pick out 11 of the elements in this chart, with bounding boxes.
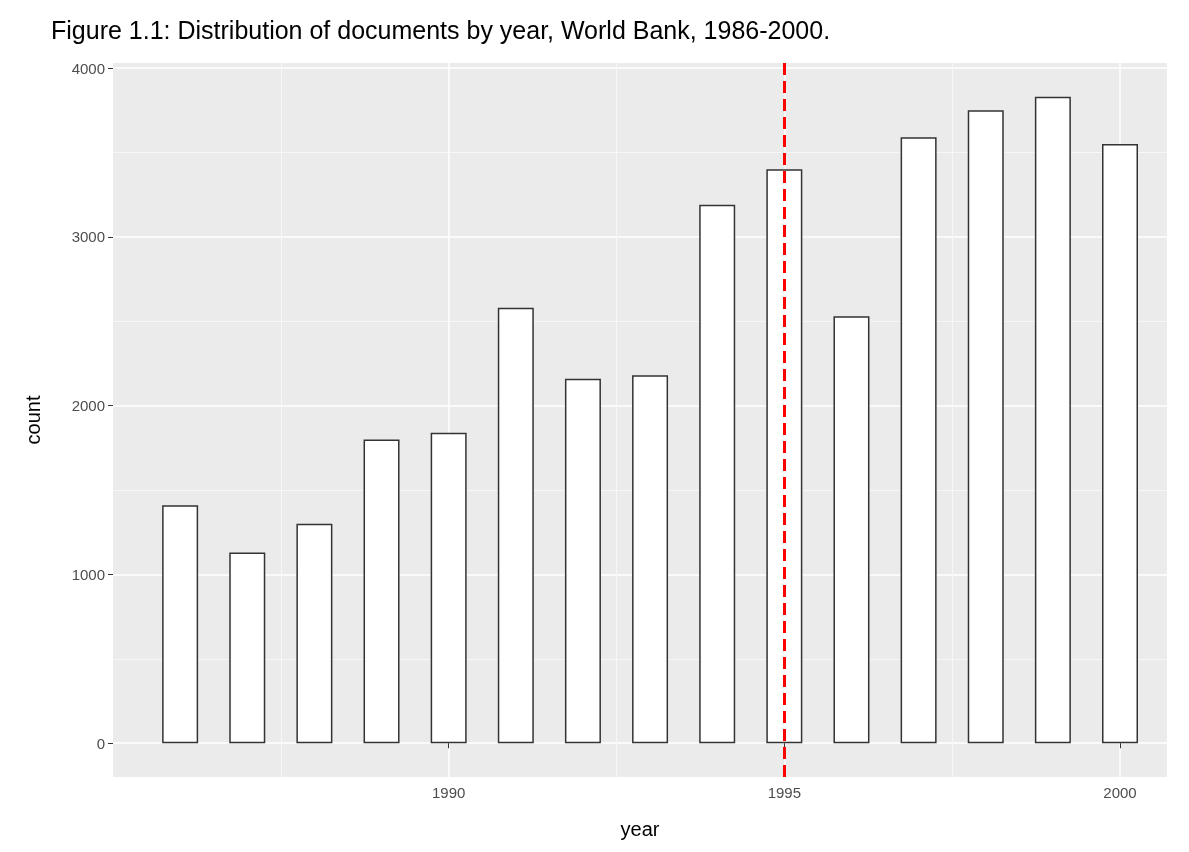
- x-tick-label: 2000: [1103, 784, 1137, 801]
- y-tick-label: 0: [96, 734, 105, 752]
- x-tick-label: 1990: [431, 784, 466, 801]
- y-axis-title: count: [22, 395, 44, 445]
- y-tick-label: 3000: [71, 228, 105, 246]
- y-tick-label: 1000: [71, 565, 105, 583]
- x-tick-label: 1995: [767, 784, 802, 801]
- chart-title: Figure 1.1: Distribution of documents by year, World Bank, 1986-2000.: [51, 15, 831, 44]
- y-tick-label: 4000: [71, 59, 105, 77]
- y-tick-label: 2000: [71, 397, 105, 415]
- x-axis-title: year: [620, 818, 660, 840]
